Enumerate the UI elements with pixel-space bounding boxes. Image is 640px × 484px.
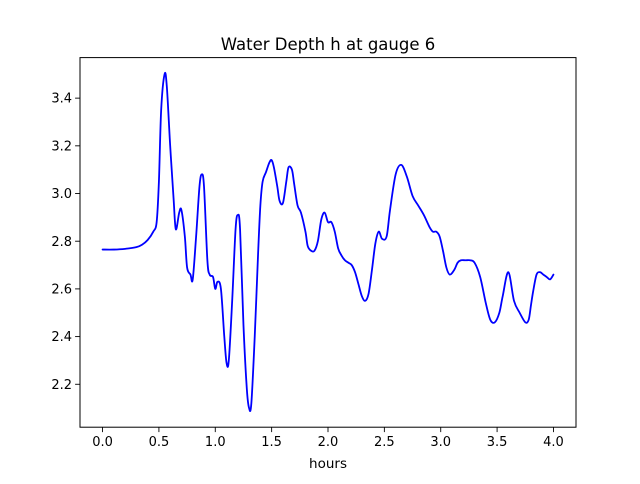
y-tick-label: 3.4 — [51, 92, 72, 107]
y-tick-label: 3.2 — [51, 139, 72, 154]
plot-area: 0.0 0.5 1.0 1.5 2.0 2.5 3.0 3.5 4.0 2.2 2.4 2.6 2.8… — [51, 57, 577, 450]
x-tick-label: 3.5 — [487, 435, 508, 450]
y-tick-label: 2.2 — [51, 378, 72, 393]
x-tick-label: 0.0 — [92, 435, 113, 450]
x-tick-label: 2.0 — [318, 435, 339, 450]
y-tick-label: 2.6 — [51, 282, 72, 297]
x-tick-label: 1.5 — [261, 435, 282, 450]
x-tick-label: 3.0 — [430, 435, 451, 450]
y-tick-label: 2.8 — [51, 235, 72, 250]
x-tick-label: 4.0 — [543, 435, 564, 450]
x-tick-label: 0.5 — [149, 435, 170, 450]
x-axis-label: hours — [309, 456, 347, 472]
y-tick-label: 3.0 — [51, 187, 72, 202]
y-axis: 2.2 2.4 2.6 2.8 3.0 3.2 3.4 — [51, 92, 80, 393]
x-tick-label: 2.5 — [374, 435, 395, 450]
y-tick-label: 2.4 — [51, 330, 72, 345]
chart-title: Water Depth h at gauge 6 — [221, 35, 435, 54]
series-line — [101, 71, 555, 413]
x-axis: 0.0 0.5 1.0 1.5 2.0 2.5 3.0 3.5 4.0 — [92, 427, 564, 450]
x-tick-label: 1.0 — [205, 435, 226, 450]
